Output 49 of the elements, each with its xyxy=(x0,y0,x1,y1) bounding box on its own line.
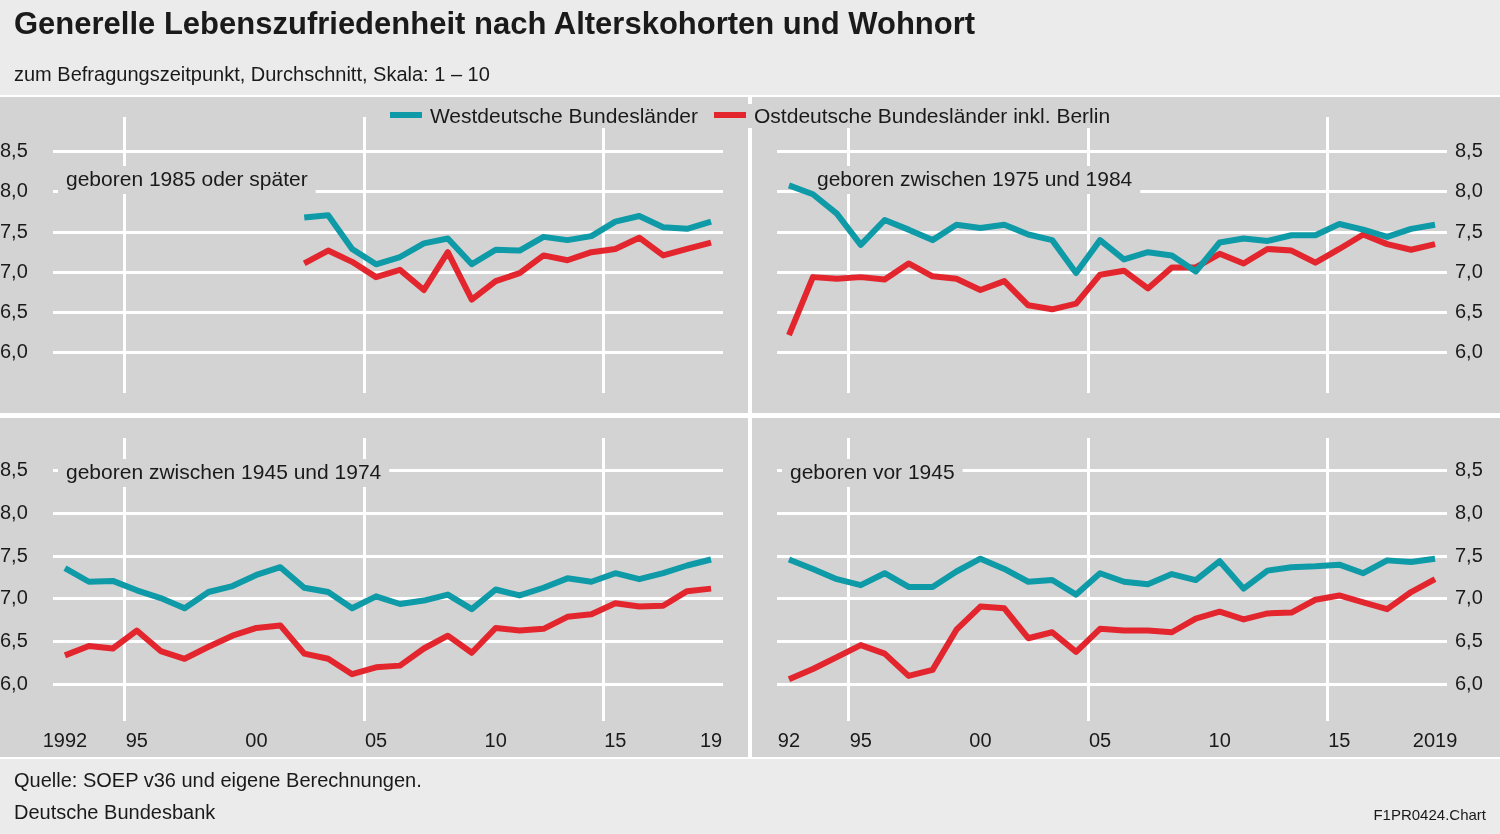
source-note: Quelle: SOEP v36 und eigene Berechnungen. xyxy=(14,769,422,792)
chart-subtitle: zum Befragungszeitpunkt, Durchschnitt, Skala: 1 – 10 xyxy=(14,63,490,86)
x-tick-label: 15 xyxy=(604,728,627,751)
y-tick-label: 8,0 xyxy=(0,179,28,202)
y-tick-label: 8,5 xyxy=(0,139,28,162)
x-tick-label: 92 xyxy=(777,728,801,751)
text: geboren vor 1945 xyxy=(790,459,955,483)
legend-label: Westdeutsche Bundesländer xyxy=(428,104,699,128)
y-tick-label: 6,5 xyxy=(0,300,28,323)
annotation: geboren 1985 oder später xyxy=(66,166,308,190)
y-tick-label: 6,0 xyxy=(0,340,28,363)
y-tick-label: 8,5 xyxy=(0,458,28,481)
text: Deutsche Bundesbank xyxy=(14,801,216,824)
x-tick-label: 15 xyxy=(1328,728,1351,751)
x-tick-label: 00 xyxy=(969,728,992,751)
text: F1PR0424.Chart xyxy=(1373,806,1486,823)
y-tick-label: 6,5 xyxy=(1455,300,1483,323)
y-tick-label: 8,0 xyxy=(1455,500,1483,523)
x-tick-label: 05 xyxy=(364,728,388,751)
y-tick-label: 7,5 xyxy=(0,543,28,566)
x-tick-label: 10 xyxy=(484,728,507,751)
x-tick-label: 95 xyxy=(125,728,148,751)
y-tick-label: 7,5 xyxy=(1455,219,1483,242)
y-tick-label: 7,5 xyxy=(0,219,28,242)
x-tick-label: 00 xyxy=(245,728,268,751)
y-tick-label: 6,0 xyxy=(0,671,28,694)
y-tick-label: 7,0 xyxy=(1455,586,1483,609)
text: geboren zwischen 1975 und 1984 xyxy=(817,166,1133,190)
y-tick-label: 7,0 xyxy=(1455,259,1483,282)
y-tick-label: 8,5 xyxy=(1455,139,1483,162)
text: geboren zwischen 1945 und 1974 xyxy=(66,459,382,483)
y-tick-label: 6,0 xyxy=(1455,671,1483,694)
y-tick-label: 7,5 xyxy=(1455,543,1483,566)
y-tick-label: 6,5 xyxy=(0,629,28,652)
y-tick-label: 6,5 xyxy=(1455,629,1483,652)
x-tick-label: 19 xyxy=(699,728,723,751)
x-tick-label: 95 xyxy=(849,728,872,751)
y-tick-label: 6,0 xyxy=(1455,340,1483,363)
x-tick-label: 1992 xyxy=(42,728,88,751)
x-tick-label: 2019 xyxy=(1412,728,1458,751)
chart-title: Generelle Lebenszufriedenheit nach Alterskohorten und Wohnort xyxy=(14,6,976,42)
y-tick-label: 8,0 xyxy=(0,500,28,523)
y-tick-label: 8,0 xyxy=(1455,179,1483,202)
y-tick-label: 7,0 xyxy=(0,259,28,282)
y-tick-label: 7,0 xyxy=(0,586,28,609)
legend-label: Ostdeutsche Bundesländer inkl. Berlin xyxy=(753,104,1111,128)
x-tick-label: 10 xyxy=(1208,728,1231,751)
y-tick-label: 8,5 xyxy=(1455,458,1483,481)
x-tick-label: 05 xyxy=(1088,728,1112,751)
